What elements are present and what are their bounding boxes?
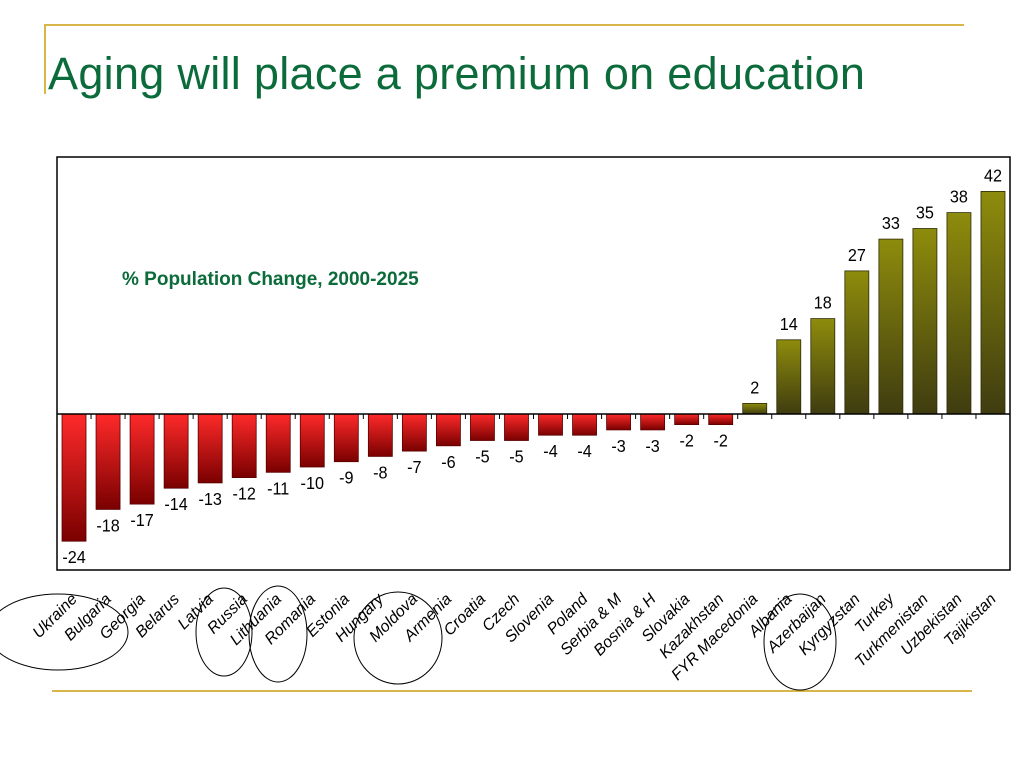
plot-area-border — [56, 156, 1011, 571]
bar — [436, 413, 461, 447]
data-label: -3 — [645, 436, 659, 456]
data-label: -2 — [713, 431, 727, 451]
bar — [640, 413, 666, 431]
data-label: -10 — [301, 473, 324, 493]
bar — [231, 413, 257, 478]
frame-top-line — [44, 24, 964, 26]
data-label: -6 — [441, 452, 455, 472]
data-label: 38 — [950, 187, 968, 207]
bar — [129, 413, 155, 505]
chart-title: % Population Change, 2000-2025 — [122, 269, 419, 290]
data-label: -11 — [267, 479, 289, 499]
bar — [776, 339, 802, 415]
data-label: 35 — [916, 203, 934, 223]
bar — [538, 413, 563, 436]
data-label: -5 — [509, 447, 523, 467]
bar — [810, 318, 836, 415]
data-label: -17 — [130, 510, 153, 530]
bar — [708, 413, 734, 426]
bar — [742, 402, 768, 415]
data-label: 2 — [750, 378, 759, 398]
bar — [367, 413, 393, 457]
data-label: -9 — [339, 468, 353, 488]
data-label: -4 — [577, 441, 592, 461]
highlight-circle — [763, 593, 837, 691]
data-label: -12 — [232, 484, 255, 504]
bar — [299, 413, 325, 468]
bar — [606, 413, 631, 431]
highlight-circle — [248, 585, 308, 683]
bar — [163, 413, 189, 489]
data-label: 33 — [882, 213, 900, 233]
bar — [95, 413, 121, 510]
bar — [504, 413, 529, 441]
bar — [980, 190, 1006, 415]
data-label: -13 — [198, 489, 221, 509]
bar — [844, 270, 870, 415]
frame-left-line — [44, 24, 46, 94]
highlight-circle — [195, 587, 253, 677]
bar — [470, 413, 495, 441]
data-label: -7 — [407, 457, 421, 477]
data-label: -24 — [62, 547, 86, 567]
bar — [61, 413, 87, 542]
data-label: -14 — [164, 494, 188, 514]
data-label: -8 — [373, 463, 387, 483]
data-label: 42 — [984, 166, 1002, 186]
highlight-circle — [0, 593, 129, 671]
data-label: 14 — [780, 314, 798, 334]
bar — [265, 413, 291, 473]
bar — [946, 212, 972, 415]
data-label: -18 — [96, 516, 119, 536]
data-label: -2 — [679, 431, 693, 451]
data-label: -5 — [475, 447, 489, 467]
data-label: 27 — [848, 245, 866, 265]
frame-bottom-line — [52, 690, 972, 692]
bar — [197, 413, 223, 484]
bar — [401, 413, 427, 452]
bar — [878, 238, 904, 415]
bar — [674, 413, 700, 426]
data-label: -3 — [611, 436, 625, 456]
data-label: 18 — [814, 293, 832, 313]
bar — [572, 413, 597, 436]
slide-title: Aging will place a premium on education — [48, 48, 866, 99]
bar — [912, 228, 938, 415]
bar — [333, 413, 359, 463]
data-label: -4 — [543, 441, 558, 461]
highlight-circle — [353, 591, 443, 685]
